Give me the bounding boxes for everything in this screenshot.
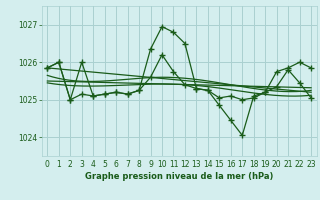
X-axis label: Graphe pression niveau de la mer (hPa): Graphe pression niveau de la mer (hPa) — [85, 172, 273, 181]
